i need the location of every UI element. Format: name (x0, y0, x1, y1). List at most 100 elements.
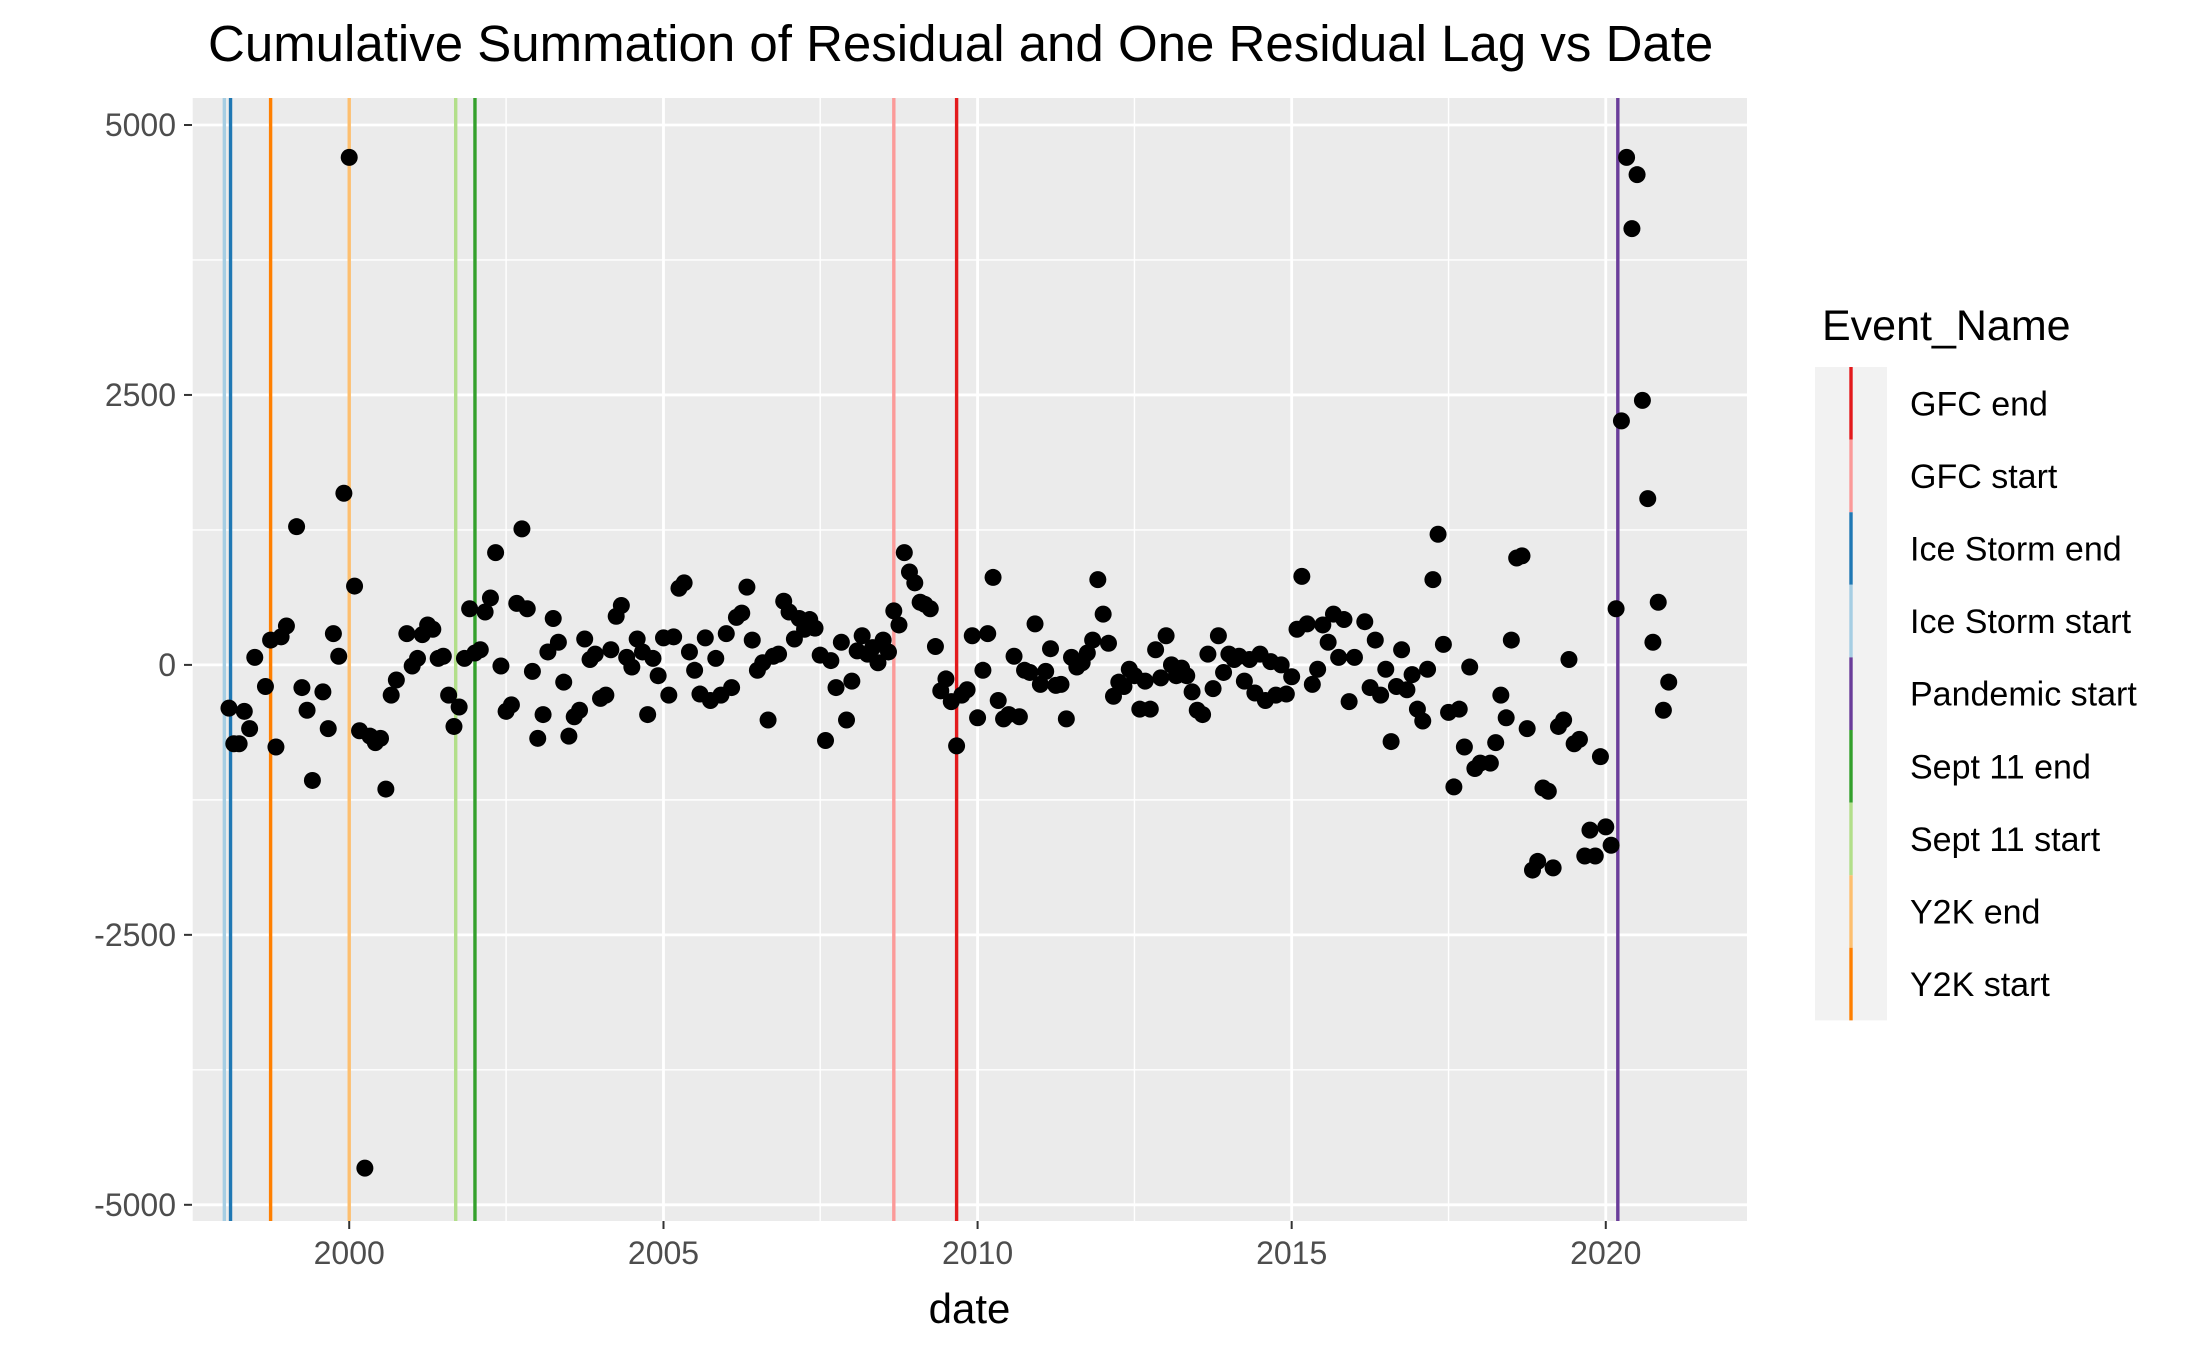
x-axis-title: date (929, 1285, 1011, 1332)
legend-label: Ice Storm end (1910, 531, 2122, 569)
data-point (335, 484, 353, 502)
data-points (220, 148, 1678, 1177)
y-tick-label: -5000 (94, 1187, 176, 1223)
x-tick-label: 2000 (314, 1235, 385, 1271)
data-point (492, 657, 510, 675)
data-point (1612, 412, 1630, 430)
data-point (502, 696, 520, 714)
data-point (481, 589, 499, 607)
data-point (717, 625, 735, 643)
data-point (1293, 567, 1311, 585)
data-point (409, 649, 427, 667)
data-point (1487, 734, 1505, 752)
data-point (450, 698, 468, 716)
data-point (1152, 669, 1170, 687)
data-point (1628, 166, 1646, 184)
data-point (969, 709, 987, 727)
x-tick-label: 2005 (628, 1235, 699, 1271)
data-point (1199, 645, 1217, 663)
data-point (743, 631, 761, 649)
data-point (1623, 220, 1641, 238)
data-point (1298, 615, 1316, 633)
data-point (675, 574, 693, 592)
data-point (324, 625, 342, 643)
data-point (303, 771, 321, 789)
data-point (382, 686, 400, 704)
data-point (235, 702, 253, 720)
legend-title: Event_Name (1822, 302, 2071, 350)
data-point (926, 638, 944, 656)
data-point (1414, 712, 1432, 730)
data-point (1492, 686, 1510, 704)
data-point (843, 672, 861, 690)
data-point (576, 630, 594, 648)
y-tick-label: 0 (158, 647, 176, 683)
data-point (612, 597, 630, 615)
legend-label: Sept 11 end (1910, 748, 2091, 786)
data-point (665, 628, 683, 646)
data-point (1654, 701, 1672, 719)
data-point (1581, 821, 1599, 839)
data-point (1660, 673, 1678, 691)
data-point (869, 654, 887, 672)
data-point (256, 677, 274, 695)
data-point (738, 578, 756, 596)
data-point (534, 706, 552, 724)
data-point (372, 729, 390, 747)
data-point (1393, 641, 1411, 659)
data-point (220, 699, 238, 717)
data-point (770, 645, 788, 663)
data-point (440, 686, 458, 704)
data-point (853, 627, 871, 645)
data-point (1366, 631, 1384, 649)
data-point (293, 679, 311, 697)
data-point (628, 630, 646, 648)
data-point (241, 720, 259, 738)
data-point (1502, 631, 1520, 649)
data-point (476, 603, 494, 621)
data-point (434, 647, 452, 665)
data-point (660, 686, 678, 704)
data-point (1372, 686, 1390, 704)
data-point (246, 648, 264, 666)
legend-label: Ice Storm start (1910, 603, 2132, 641)
data-point (1303, 675, 1321, 693)
data-point (1157, 627, 1175, 645)
data-point (288, 518, 306, 536)
data-point (832, 633, 850, 651)
y-tick-label: -2500 (94, 917, 176, 953)
data-point (1586, 847, 1604, 865)
data-point (885, 602, 903, 620)
data-point (1544, 859, 1562, 877)
data-point (1340, 693, 1358, 711)
data-point (1215, 663, 1233, 681)
data-point (571, 701, 589, 719)
data-point (1026, 615, 1044, 633)
data-point (639, 706, 657, 724)
data-point (1455, 738, 1473, 756)
data-point (895, 544, 913, 562)
data-point (723, 679, 741, 697)
data-point (471, 641, 489, 659)
data-point (1089, 571, 1107, 589)
data-point (424, 620, 442, 638)
data-point (398, 625, 416, 643)
data-point (1345, 648, 1363, 666)
data-point (963, 627, 981, 645)
data-point (1429, 525, 1447, 543)
data-point (989, 692, 1007, 710)
data-point (1042, 640, 1060, 658)
data-point (937, 670, 955, 688)
data-point (267, 738, 285, 756)
data-point (817, 731, 835, 749)
data-point (1272, 656, 1290, 674)
data-point (529, 729, 547, 747)
axes: 2000 2005 2010 2015 2020 5000 2500 0 -2500 -5000 (94, 107, 1641, 1271)
data-point (822, 652, 840, 670)
data-point (948, 737, 966, 755)
data-point (1529, 852, 1547, 870)
data-point (1136, 672, 1154, 690)
legend-label: GFC start (1910, 458, 2058, 496)
chart-title: Cumulative Summation of Residual and One… (208, 15, 1713, 72)
data-point (1078, 644, 1096, 662)
